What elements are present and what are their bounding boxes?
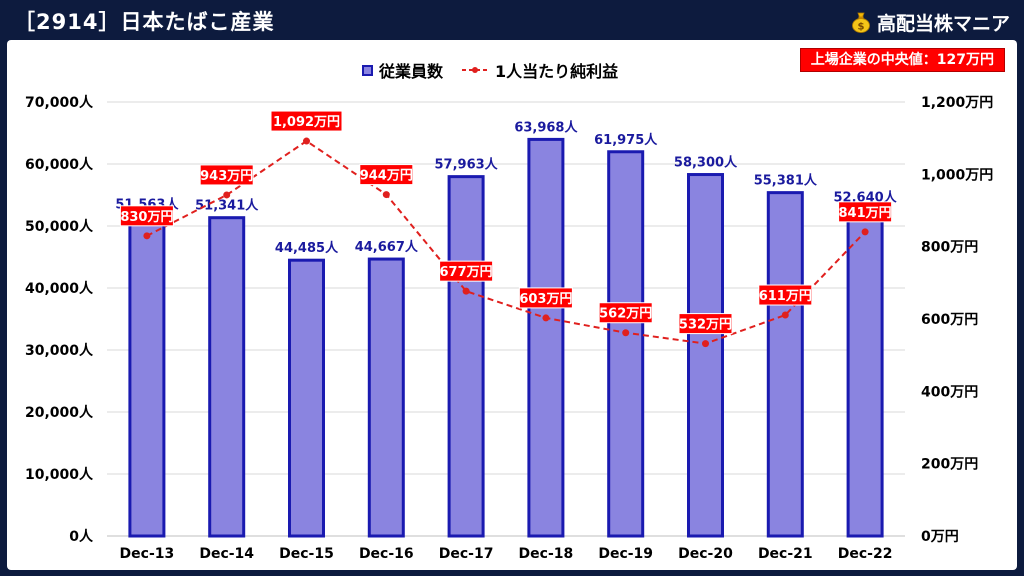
bar	[288, 258, 325, 538]
line-label-box	[359, 164, 414, 186]
y-right-tick-label: 600万円	[921, 312, 978, 328]
line-label-box	[758, 284, 813, 306]
line-data-label: 677万円	[440, 265, 493, 280]
line-label-box	[598, 302, 653, 324]
y-left-tick-label: 20,000人	[25, 404, 94, 421]
brand-name: 高配当株マニア	[876, 12, 1010, 35]
line-label-box	[518, 287, 573, 309]
line-data-label: 562万円	[599, 307, 652, 322]
line-label-box	[439, 260, 494, 282]
bar	[766, 191, 804, 538]
line-point	[143, 232, 151, 240]
x-tick-label: Dec-14	[199, 546, 254, 562]
line-point	[462, 287, 470, 295]
svg-text:$: $	[858, 22, 865, 33]
line-data-label: 532万円	[679, 318, 732, 333]
y-right-tick-label: 200万円	[921, 457, 978, 473]
legend-swatch-bar	[362, 64, 373, 76]
legend-label-line: 1人当たり純利益	[495, 62, 619, 81]
y-right-tick-label: 400万円	[921, 384, 978, 400]
line-label-box	[119, 205, 174, 227]
bar	[128, 214, 166, 538]
legend-swatch-line	[462, 67, 489, 73]
combo-chart: 0人 10,000人 20,000人 30,000人 40,000人 50,000人 60,…	[25, 94, 993, 562]
bar-data-label: 58,300人	[674, 155, 738, 171]
line-data-label: 611万円	[759, 289, 812, 304]
median-badge: 上場企業の中央値：127万円	[799, 48, 1005, 72]
bar-data-label: 61,975人	[594, 132, 658, 148]
line-label-box	[678, 313, 733, 335]
bar-data-label: 51,341人	[195, 198, 259, 214]
bar-data-label: 44,667人	[355, 239, 419, 255]
bar-data-label: 57,963人	[435, 157, 499, 173]
line-label-box	[199, 164, 254, 186]
line-label-box	[270, 110, 343, 132]
bar-data-label: 55,381人	[754, 173, 818, 189]
y-left-tick-label: 70,000人	[25, 94, 94, 111]
x-tick-label: Dec-17	[439, 546, 494, 562]
bar	[687, 173, 724, 538]
bar	[447, 175, 485, 538]
y-right-tick-label: 800万円	[921, 240, 978, 256]
y-left-tick-label: 50,000人	[25, 218, 94, 235]
line-point	[861, 228, 869, 236]
bar-data-label: 44,485人	[275, 240, 339, 256]
legend-item-bar: 従業員数	[362, 58, 443, 82]
chart-panel: 上場企業の中央値：127万円 従業員数 1人当たり純利益 0人 10,000人 20…	[7, 40, 1017, 570]
line-point	[542, 314, 550, 322]
bar	[846, 208, 884, 538]
x-tick-label: Dec-22	[838, 546, 893, 562]
legend: 従業員数 1人当たり純利益	[362, 58, 618, 82]
y-right-tick-label: 1,200万円	[921, 95, 993, 111]
y-left-tick-label: 40,000人	[25, 280, 94, 297]
y-right-tick-label: 1,000万円	[921, 167, 993, 183]
line-data-label: 841万円	[839, 206, 892, 221]
line-data-label: 944万円	[360, 169, 413, 184]
line-point	[382, 191, 390, 199]
legend-item-line: 1人当たり純利益	[461, 58, 618, 82]
line-point	[781, 311, 789, 319]
brand-logo: $ 高配当株マニア	[851, 6, 1010, 38]
line-point	[622, 329, 630, 337]
bar-data-label: 63,968人	[514, 119, 578, 135]
y-right-tick-label: 0万円	[921, 529, 959, 545]
line-data-label: 1,092万円	[273, 115, 340, 130]
x-tick-label: Dec-21	[758, 546, 813, 562]
page-title: ［2914］日本たばこ産業	[14, 10, 275, 34]
bar	[527, 137, 565, 538]
x-tick-label: Dec-19	[598, 546, 653, 562]
line-data-label: 943万円	[200, 169, 253, 184]
bar	[208, 216, 246, 538]
line-point	[223, 191, 231, 199]
x-tick-label: Dec-15	[279, 546, 334, 562]
x-tick-label: Dec-16	[359, 546, 414, 562]
series-line	[146, 139, 866, 345]
line-point	[303, 137, 310, 145]
line-data-label: 603万円	[519, 292, 572, 307]
y-left-tick-label: 60,000人	[25, 156, 94, 173]
y-left-tick-label: 30,000人	[25, 342, 94, 359]
bar	[367, 257, 405, 538]
x-tick-label: Dec-20	[678, 546, 733, 562]
y-left-tick-label: 10,000人	[25, 466, 94, 483]
x-tick-label: Dec-13	[120, 546, 175, 562]
y-left-tick-label: 0人	[69, 528, 94, 545]
line-label-box	[838, 201, 893, 223]
money-bag-icon: $	[851, 11, 871, 33]
line-point	[702, 340, 709, 348]
x-tick-label: Dec-18	[519, 546, 574, 562]
legend-label-bar: 従業員数	[379, 62, 444, 81]
bar	[607, 150, 645, 538]
line-data-label: 830万円	[120, 210, 173, 225]
